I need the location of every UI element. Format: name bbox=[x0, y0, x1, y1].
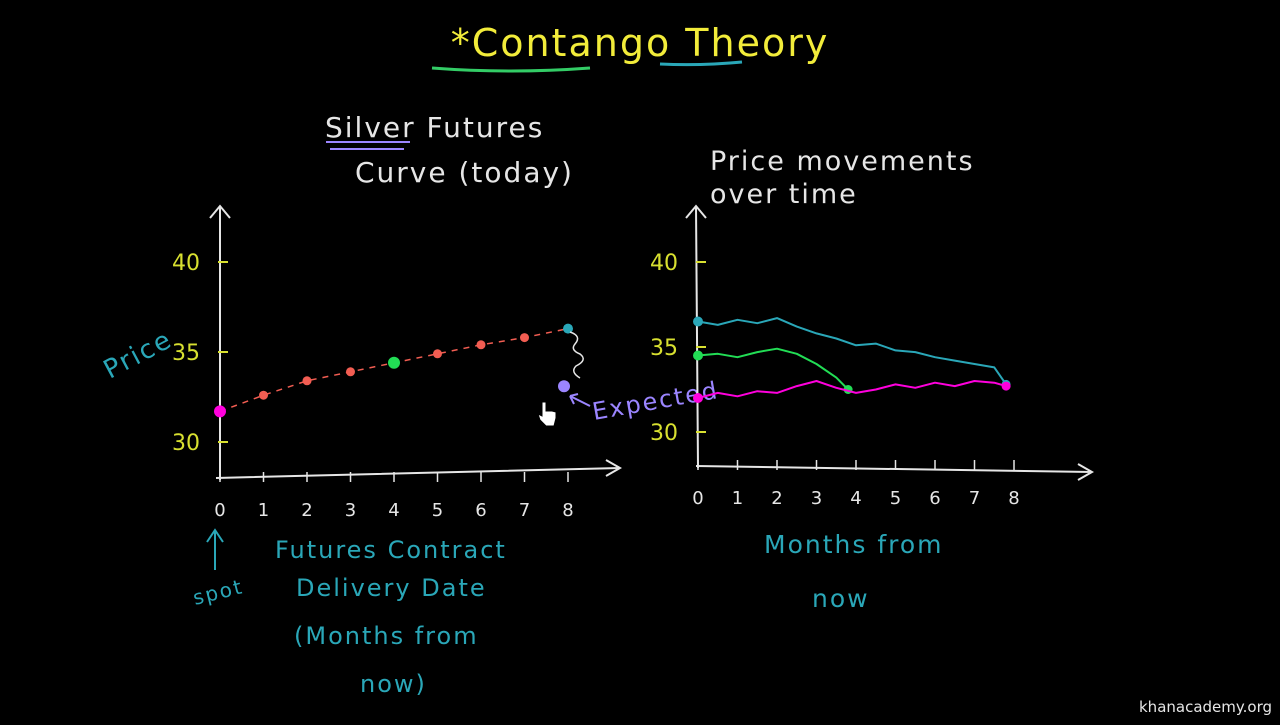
hand-cursor-icon bbox=[537, 401, 557, 427]
right-x-tick-label: 6 bbox=[929, 488, 940, 509]
expected-arrow bbox=[569, 393, 591, 407]
left-x-axis-label-line-4: now) bbox=[360, 670, 427, 698]
left-x-axis-label-line-3: (Months from bbox=[294, 622, 479, 650]
left-x-tick-label: 6 bbox=[475, 500, 486, 521]
left-chart-title-line-1: Silver Futures bbox=[325, 111, 544, 144]
price-path-start-point bbox=[693, 350, 703, 361]
right-y-tick-label: 30 bbox=[650, 421, 678, 446]
right-y-axis bbox=[685, 204, 707, 469]
left-x-axis-label-line-2: Delivery Date bbox=[296, 574, 487, 602]
main-title: *Contango Theory bbox=[451, 21, 830, 65]
spot-arrow bbox=[206, 528, 224, 570]
futures-price-point bbox=[433, 349, 442, 359]
left-y-tick-label: 30 bbox=[172, 431, 200, 456]
silver-futures-curve-chart: Silver Futures Curve (today) Price 0 1 2 3 4… bbox=[99, 111, 721, 698]
left-chart-title-line-2: Curve (today) bbox=[355, 156, 574, 189]
expected-price-point bbox=[558, 380, 570, 393]
left-y-tick-label: 35 bbox=[172, 341, 200, 366]
left-y-axis-label: Price bbox=[99, 324, 178, 385]
price-movements-chart: Price movements over time 0 1 2 3 4 5 6 7 8 30 35 4… bbox=[650, 146, 1095, 613]
futures-price-point bbox=[520, 333, 529, 343]
left-x-tick-label: 8 bbox=[562, 500, 573, 521]
left-x-tick-label: 0 bbox=[214, 500, 225, 521]
futures-price-point bbox=[563, 323, 573, 334]
left-x-axis bbox=[215, 459, 623, 479]
left-y-axis bbox=[209, 204, 231, 480]
right-chart-title-line-2: over time bbox=[710, 179, 858, 210]
right-x-tick-label: 8 bbox=[1008, 488, 1019, 509]
right-x-tick-label: 2 bbox=[771, 488, 782, 509]
futures-price-point bbox=[214, 405, 226, 418]
right-x-axis bbox=[695, 463, 1095, 481]
right-chart-title-line-1: Price movements bbox=[710, 146, 975, 177]
left-y-tick-label: 40 bbox=[172, 251, 200, 276]
spot-annotation: spot bbox=[190, 574, 245, 610]
futures-curve-dashed-line bbox=[219, 327, 569, 413]
price-gap-brace bbox=[569, 331, 584, 379]
price-path-start-point bbox=[693, 393, 703, 403]
futures-price-point bbox=[476, 340, 486, 350]
price-path-start-point bbox=[693, 316, 703, 327]
right-y-tick-label: 40 bbox=[650, 251, 678, 276]
futures-price-point bbox=[259, 390, 268, 400]
futures-price-point bbox=[388, 356, 400, 369]
price-path-line bbox=[697, 317, 1007, 385]
left-x-tick-label: 5 bbox=[432, 500, 443, 521]
right-x-tick-label: 7 bbox=[969, 488, 980, 509]
left-x-tick-label: 3 bbox=[345, 500, 356, 521]
right-x-tick-label: 1 bbox=[732, 488, 743, 509]
left-x-axis-label-line-1: Futures Contract bbox=[275, 536, 507, 564]
left-x-tick-label: 1 bbox=[258, 500, 269, 521]
price-path-end-point bbox=[1001, 381, 1011, 391]
right-x-tick-label: 0 bbox=[692, 488, 703, 509]
left-x-tick-label: 2 bbox=[301, 500, 312, 521]
right-x-axis-label-line-1: Months from bbox=[764, 530, 944, 559]
title-underline-theory bbox=[659, 60, 743, 67]
price-path-line bbox=[697, 347, 849, 391]
left-x-tick-label: 4 bbox=[388, 500, 399, 521]
right-x-axis-label-line-2: now bbox=[812, 584, 870, 613]
price-path-line bbox=[697, 380, 1007, 399]
silver-underline bbox=[326, 141, 410, 150]
watermark-text: khanacademy.org bbox=[1139, 698, 1272, 716]
right-x-tick-label: 4 bbox=[850, 488, 861, 509]
right-x-tick-label: 5 bbox=[890, 488, 901, 509]
title-underline-contango bbox=[431, 66, 591, 73]
futures-price-point bbox=[302, 376, 312, 386]
right-x-tick-label: 3 bbox=[811, 488, 822, 509]
futures-price-point bbox=[346, 367, 355, 377]
left-x-tick-label: 7 bbox=[519, 500, 530, 521]
right-y-tick-label: 35 bbox=[650, 336, 678, 361]
